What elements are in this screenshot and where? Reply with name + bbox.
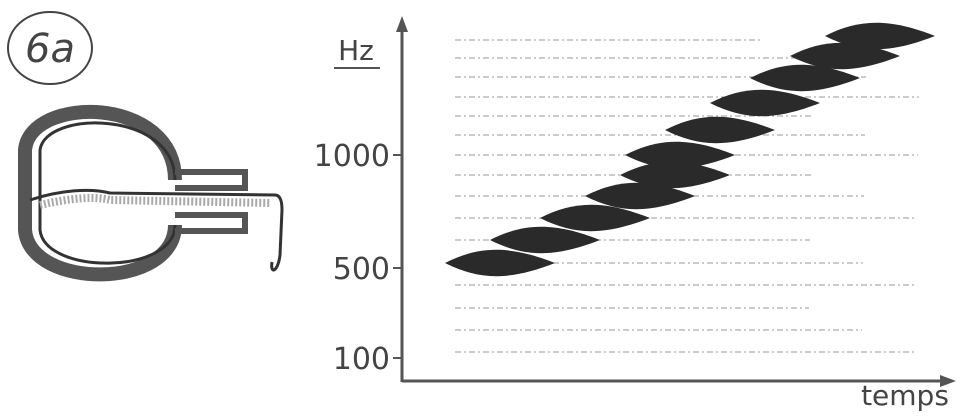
formant bbox=[625, 142, 735, 168]
y-tick-label: 100 bbox=[333, 342, 390, 377]
formants bbox=[445, 23, 935, 276]
page: {"label": "6a", "y_axis": {"title": "Hz"… bbox=[0, 0, 962, 416]
x-axis-title: temps bbox=[861, 379, 949, 412]
y-tick-label: 1000 bbox=[314, 139, 390, 174]
formant bbox=[665, 117, 775, 143]
figure-label: 6a bbox=[25, 26, 75, 72]
formant bbox=[445, 250, 555, 276]
jaw-harp bbox=[25, 112, 282, 275]
y-arrow bbox=[396, 16, 408, 32]
y-tick-label: 500 bbox=[333, 252, 390, 287]
formant bbox=[710, 90, 820, 116]
y-axis-title: Hz bbox=[338, 34, 374, 67]
figure: 6a Hz 1000 500 100 temps bbox=[0, 0, 962, 416]
